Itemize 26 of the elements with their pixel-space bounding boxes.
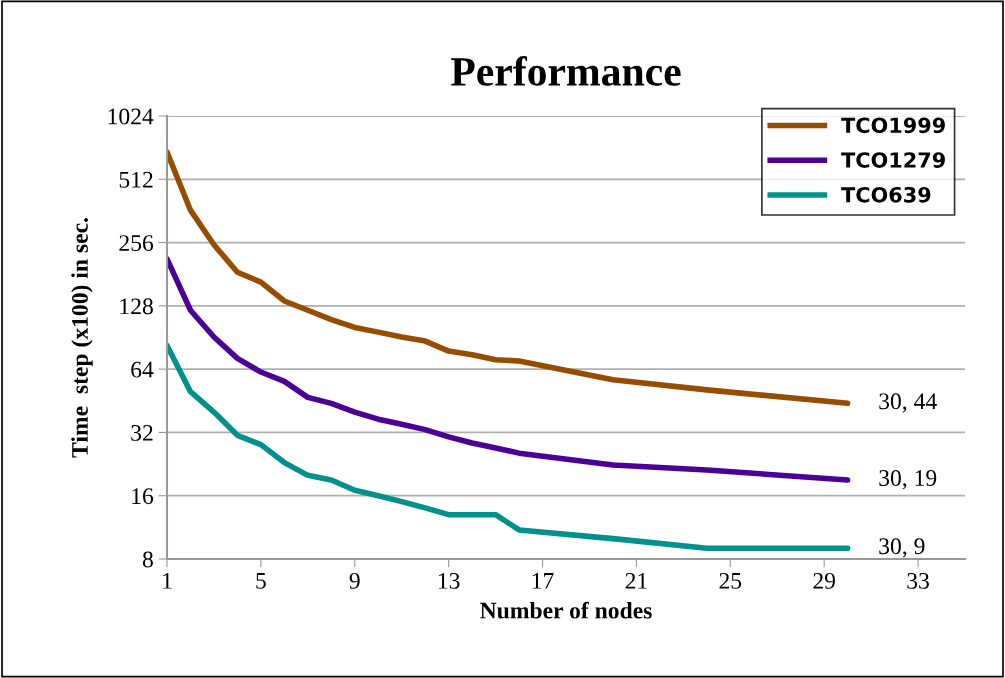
- x-tick-label: 17: [532, 572, 554, 589]
- x-tick-label: 1: [163, 572, 172, 589]
- legend-label: TCO639: [841, 186, 931, 203]
- y-tick-label: 1024: [108, 108, 154, 125]
- y-tick-label: 16: [132, 488, 154, 505]
- x-tick-label: 21: [625, 572, 647, 589]
- data-label: 30, 19: [879, 470, 937, 490]
- y-tick-label: 256: [119, 235, 154, 251]
- y-tick-label: 512: [119, 171, 153, 188]
- y-tick-label: 128: [120, 298, 153, 315]
- x-tick-label: 5: [256, 573, 266, 589]
- chart-title: Performance: [451, 56, 681, 86]
- x-tick-label: 33: [907, 572, 929, 589]
- y-tick-label: 64: [131, 361, 154, 378]
- x-tick-label: 25: [719, 572, 742, 589]
- y-tick-label: 32: [131, 424, 153, 441]
- x-axis-title: Number of nodes: [480, 601, 652, 619]
- legend-label: TCO1279: [841, 152, 945, 168]
- legend-label: TCO1999: [841, 117, 945, 134]
- data-label: 30, 44: [879, 393, 937, 413]
- data-label: 30, 9: [879, 538, 925, 558]
- x-tick-label: 29: [813, 572, 836, 589]
- y-axis-title: Time step (x100) in sec.: [71, 218, 93, 458]
- x-tick-label: 13: [438, 572, 460, 589]
- y-tick-label: 8: [142, 551, 153, 568]
- x-tick-label: 9: [349, 572, 360, 589]
